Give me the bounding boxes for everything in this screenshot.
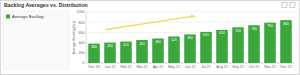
legend-swatch	[6, 15, 10, 19]
y-tick-label: 200	[79, 51, 85, 55]
data-label: 520	[171, 38, 177, 42]
grid-line	[86, 12, 294, 13]
x-tick-label: Dec 21	[280, 65, 291, 69]
data-label: 560	[187, 36, 193, 40]
data-label: 450	[139, 42, 145, 46]
bar	[232, 27, 244, 63]
data-label: 790	[267, 24, 273, 28]
x-tick-label: Jan 21	[105, 65, 116, 69]
data-labels: 380 400 420 450 480 520 560 610 650 700 740 790 840	[91, 22, 289, 49]
bar	[88, 44, 100, 63]
x-tick-label: Oct 21	[249, 65, 260, 69]
bar	[184, 34, 196, 63]
y-tick-label: 400	[79, 41, 85, 45]
x-tick-label: Apr 21	[153, 65, 164, 69]
data-label: 840	[283, 22, 289, 26]
legend-panel	[3, 11, 69, 69]
x-tick-label: Sep 21	[232, 65, 243, 69]
y-axis	[86, 12, 87, 63]
y-tick-label: 1000	[77, 10, 85, 14]
bars	[88, 20, 292, 63]
x-tick-label: Mar 21	[136, 65, 147, 69]
bar	[216, 30, 228, 63]
x-tick-label: Aug 21	[216, 65, 227, 69]
panel-frame	[1, 1, 300, 75]
bar	[136, 40, 148, 63]
data-label: 400	[107, 44, 113, 48]
grid-line	[86, 22, 294, 23]
icon	[282, 3, 287, 8]
legend-label: Average Backlog	[12, 14, 44, 19]
bar	[168, 36, 180, 63]
bar	[152, 39, 164, 63]
title: Backlog Averages vs. Distribution	[4, 2, 88, 8]
x-tick-label: Nov 21	[264, 65, 275, 69]
y-axis-label: Average Backlog (hrs)	[72, 21, 76, 54]
y-tick-label: 600	[79, 31, 85, 35]
x-tick-label: Feb 21	[120, 65, 131, 69]
data-label: 700	[235, 29, 241, 33]
y-tick-label: 0	[83, 61, 85, 65]
data-label: 480	[155, 40, 161, 44]
x-tick-label: Jul 21	[201, 65, 211, 69]
data-label: 380	[91, 45, 97, 49]
legend: Average Backlog	[3, 11, 69, 69]
trend-arrow	[105, 16, 195, 30]
data-label: 610	[203, 33, 209, 37]
bar	[200, 32, 212, 63]
data-label: 650	[219, 31, 225, 35]
x-tick-label: Dec 20	[88, 65, 99, 69]
icon	[290, 3, 295, 8]
y-tick-label: 800	[79, 21, 85, 25]
grid-line	[86, 32, 294, 33]
x-tick-label: Jun 21	[185, 65, 196, 69]
bar	[120, 42, 132, 63]
bar	[280, 20, 292, 63]
data-label: 420	[123, 43, 129, 47]
bar	[248, 25, 260, 63]
bar	[264, 23, 276, 63]
bar	[104, 43, 116, 63]
trend-arrow-head	[191, 15, 195, 18]
chart: Backlog Averages vs. Distribution Average…	[0, 0, 300, 75]
x-tick-label: May 21	[168, 65, 180, 69]
data-label: 740	[251, 27, 257, 31]
